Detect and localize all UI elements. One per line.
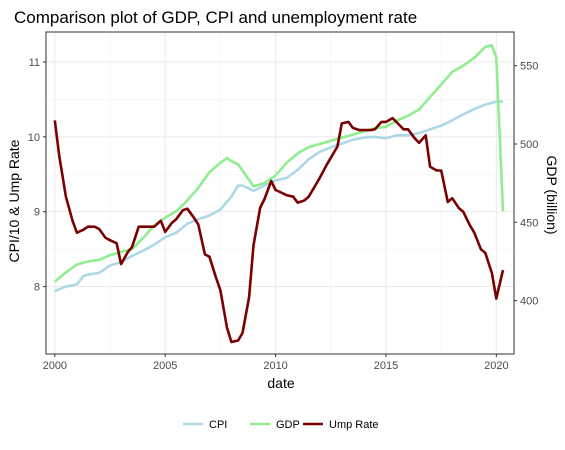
x-tick-label: 2005 <box>153 360 177 372</box>
x-tick-label: 2010 <box>263 360 287 372</box>
chart-title: Comparison plot of GDP, CPI and unemploy… <box>14 8 417 27</box>
y-right-tick-label: 400 <box>520 296 538 308</box>
x-tick-label: 2020 <box>484 360 508 372</box>
y-right-tick-label: 550 <box>520 61 538 73</box>
y-left-tick-label: 9 <box>34 207 40 219</box>
y-axis-title-left: CPI/10 & Ump Rate <box>6 139 22 262</box>
y-left-tick-label: 8 <box>34 282 40 294</box>
y-left-tick-label: 10 <box>28 132 40 144</box>
x-tick-label: 2015 <box>374 360 398 372</box>
legend: CPI GDP Ump Rate <box>183 419 379 431</box>
y-axis-title-right: GDP (billion) <box>544 155 560 234</box>
legend-label-cpi: CPI <box>209 419 227 431</box>
y-right-tick-label: 500 <box>520 139 538 151</box>
y-left-tick-label: 11 <box>29 57 40 69</box>
y-right-tick-label: 450 <box>520 217 538 229</box>
legend-label-ump-rate: Ump Rate <box>329 419 379 431</box>
x-axis-title: date <box>267 375 294 391</box>
x-tick-label: 2000 <box>43 360 67 372</box>
legend-label-gdp: GDP <box>276 419 300 431</box>
